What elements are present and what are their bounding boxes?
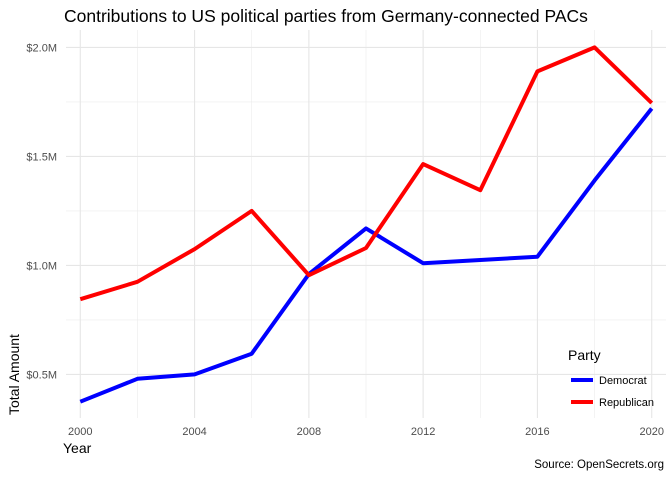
series-line-democrat <box>79 107 654 404</box>
x-tick-label: 2000 <box>68 426 92 438</box>
legend: Party Democrat Republican <box>568 347 654 409</box>
y-tick-label: $0.5M <box>26 369 57 381</box>
source-caption: Source: OpenSecrets.org <box>534 459 664 471</box>
minor-gridlines <box>66 30 666 418</box>
x-tick-label: 2004 <box>182 426 206 438</box>
y-axis-title: Total Amount <box>6 334 22 415</box>
series-lines <box>79 45 654 404</box>
y-tick-label: $1.0M <box>26 260 57 272</box>
y-axis-tick-labels: $0.5M $1.0M $1.5M $2.0M <box>26 42 57 381</box>
x-tick-label: 2016 <box>525 426 549 438</box>
x-axis-tick-labels: 2000 2004 2008 2012 2016 2020 <box>68 426 664 438</box>
chart-title: Contributions to US political parties fr… <box>64 6 588 26</box>
x-tick-label: 2020 <box>639 426 663 438</box>
legend-label-democrat: Democrat <box>599 375 647 387</box>
x-tick-label: 2012 <box>411 426 435 438</box>
legend-title: Party <box>568 347 601 363</box>
y-tick-label: $2.0M <box>26 42 57 54</box>
major-gridlines <box>66 30 666 418</box>
y-tick-label: $1.5M <box>26 151 57 163</box>
x-tick-label: 2008 <box>297 426 321 438</box>
legend-label-republican: Republican <box>599 397 654 409</box>
x-axis-title: Year <box>63 440 92 456</box>
series-line-republican <box>79 45 654 302</box>
